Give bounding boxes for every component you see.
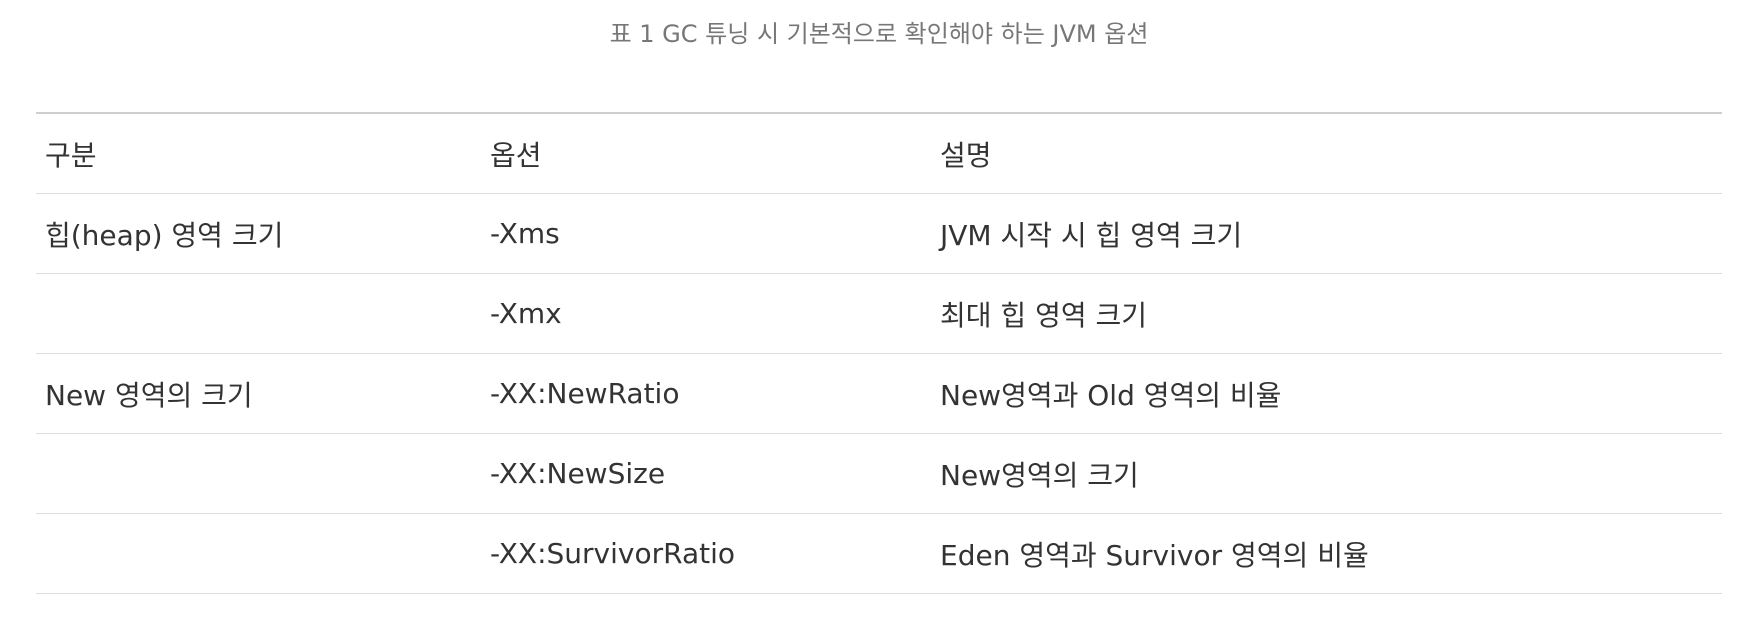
row-option: -XX:NewRatio — [490, 377, 680, 410]
table-row: 힙(heap) 영역 크기 -Xms JVM 시작 시 힙 영역 크기 — [36, 194, 1722, 274]
table-row: -XX:SurvivorRatio Eden 영역과 Survivor 영역의 … — [36, 514, 1722, 594]
row-category: 힙(heap) 영역 크기 — [45, 218, 284, 252]
table-row: -XX:NewSize New영역의 크기 — [36, 434, 1722, 514]
table-caption: 표 1 GC 튜닝 시 기본적으로 확인해야 하는 JVM 옵션 — [609, 20, 1149, 48]
row-description: Eden 영역과 Survivor 영역의 비율 — [940, 538, 1369, 572]
header-category: 구분 — [45, 138, 97, 172]
table-row: -Xmx 최대 힙 영역 크기 — [36, 274, 1722, 354]
row-description: JVM 시작 시 힙 영역 크기 — [940, 218, 1243, 252]
header-description: 설명 — [940, 138, 992, 172]
table-row: New 영역의 크기 -XX:NewRatio New영역과 Old 영역의 비… — [36, 354, 1722, 434]
jvm-options-table: 구분 옵션 설명 힙(heap) 영역 크기 -Xms JVM 시작 시 힙 영… — [36, 112, 1722, 594]
row-option: -XX:NewSize — [490, 457, 666, 490]
row-option: -XX:SurvivorRatio — [490, 537, 735, 570]
row-category: New 영역의 크기 — [45, 378, 253, 412]
row-description: New영역의 크기 — [940, 458, 1139, 492]
table-header-row: 구분 옵션 설명 — [36, 114, 1722, 194]
header-option: 옵션 — [490, 138, 542, 172]
row-option: -Xmx — [490, 297, 562, 330]
row-option: -Xms — [490, 217, 560, 250]
row-description: 최대 힙 영역 크기 — [940, 298, 1148, 332]
row-description: New영역과 Old 영역의 비율 — [940, 378, 1282, 412]
